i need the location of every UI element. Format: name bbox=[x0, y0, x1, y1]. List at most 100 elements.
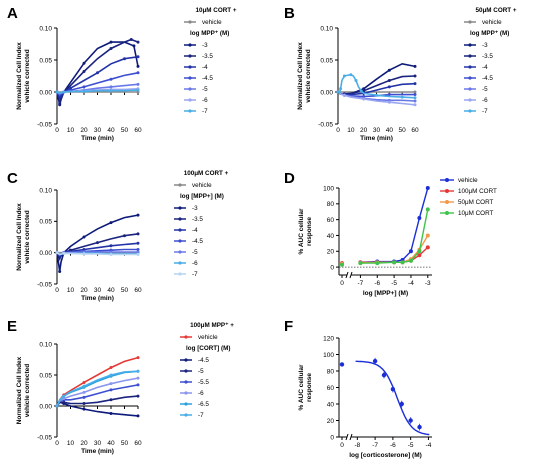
y-tick-label-c: 0.00 bbox=[39, 250, 52, 257]
y-tick-label-f: 60 bbox=[327, 385, 335, 392]
data-point-c-2 bbox=[123, 234, 126, 238]
x-tick-label-control-f: 0 bbox=[340, 442, 344, 449]
data-point-c-3 bbox=[136, 241, 140, 245]
legend-label-e: -5 bbox=[198, 368, 204, 375]
x-tick-label-e: 40 bbox=[107, 440, 115, 447]
data-point-a-1 bbox=[132, 44, 136, 48]
y-tick-label-f: 100 bbox=[323, 352, 334, 359]
y-tick-label-f: 120 bbox=[323, 335, 334, 342]
series-line-e-1 bbox=[56, 401, 139, 417]
x-tick-label-a: 40 bbox=[107, 127, 115, 134]
x-tick-label-e: 20 bbox=[80, 440, 88, 447]
data-point-a-4 bbox=[109, 77, 113, 81]
fit-curve-f bbox=[355, 360, 430, 436]
panel-label-b: B bbox=[284, 5, 295, 22]
data-point-d-3 bbox=[400, 260, 405, 265]
legend-marker-d bbox=[445, 211, 449, 215]
x-axis-title-f: log [corticosterone] (M) bbox=[349, 452, 422, 459]
data-point-b-3 bbox=[387, 85, 391, 89]
legend-marker-d bbox=[445, 200, 449, 204]
data-point-e-1 bbox=[136, 414, 140, 418]
legend-label-a: -7 bbox=[202, 108, 208, 115]
control-point-d-3 bbox=[340, 262, 344, 267]
legend-label-b: vehicle bbox=[482, 19, 502, 26]
y-axis-title-line2-b: vehicle corrected bbox=[305, 49, 312, 103]
legend-marker-d bbox=[445, 189, 449, 193]
data-point-c-4 bbox=[136, 248, 140, 252]
data-point-d-3 bbox=[392, 260, 397, 265]
data-point-e-2 bbox=[136, 394, 140, 398]
data-point-b-7 bbox=[342, 74, 346, 78]
legend-marker-a bbox=[188, 54, 192, 58]
legend-label-e: -4.5 bbox=[198, 357, 209, 364]
data-point-b-6 bbox=[342, 93, 346, 97]
legend-label-a: -4 bbox=[202, 64, 208, 71]
data-point-b-7 bbox=[400, 95, 404, 99]
data-point-b-7 bbox=[354, 78, 358, 82]
data-point-d-0 bbox=[425, 186, 430, 190]
data-point-e-3 bbox=[136, 383, 140, 387]
legend-marker-c bbox=[178, 183, 182, 187]
data-point-e-6 bbox=[62, 394, 66, 398]
legend-marker-b bbox=[468, 65, 472, 69]
x-axis-title-e: Time (min) bbox=[81, 448, 114, 455]
x-axis-title-c: Time (min) bbox=[81, 295, 114, 302]
y-tick-label-f: 20 bbox=[327, 418, 335, 425]
data-point-b-4 bbox=[387, 93, 391, 97]
legend-marker-a bbox=[188, 65, 192, 69]
data-point-a-1 bbox=[136, 64, 140, 68]
data-point-c-2 bbox=[136, 232, 140, 236]
data-point-c-7 bbox=[55, 251, 59, 255]
legend-marker-c bbox=[178, 250, 182, 254]
data-point-b-5 bbox=[413, 99, 417, 103]
y-tick-label-d: 20 bbox=[327, 249, 335, 256]
legend-marker-a bbox=[188, 109, 192, 113]
x-tick-label-b: 50 bbox=[399, 127, 407, 134]
legend-title-c: 100μM CORT + bbox=[184, 170, 229, 177]
data-point-b-7 bbox=[349, 73, 353, 77]
legend-marker-a bbox=[188, 43, 192, 47]
legend-label-b: -5 bbox=[482, 86, 488, 93]
data-point-e-0 bbox=[82, 380, 86, 384]
legend-label-b: -3 bbox=[482, 42, 488, 49]
x-tick-label-b: 20 bbox=[360, 127, 368, 134]
data-point-a-7 bbox=[62, 90, 66, 94]
data-point-a-3 bbox=[96, 71, 99, 75]
legend-subtitle-c: log [MPP+] (M) bbox=[180, 193, 224, 200]
legend-marker-c bbox=[178, 228, 182, 232]
legend-marker-b bbox=[468, 76, 472, 80]
y-axis-title-b: Normalized Cell Index bbox=[297, 42, 304, 110]
y-tick-label-d: 0 bbox=[330, 264, 334, 271]
data-point-a-3 bbox=[136, 55, 140, 59]
data-point-a-7 bbox=[55, 90, 59, 94]
legend-label-d: 50μM CORT bbox=[458, 199, 494, 206]
x-tick-label-f: -7 bbox=[372, 442, 378, 449]
x-tick-label-b: 30 bbox=[373, 127, 381, 134]
x-tick-label-c: 60 bbox=[134, 287, 142, 294]
x-axis-title-b: Time (min) bbox=[360, 135, 393, 142]
data-point-d-1 bbox=[425, 245, 430, 250]
axis-break-mark-d bbox=[349, 271, 353, 279]
y-tick-label-b: 0.00 bbox=[320, 89, 333, 96]
legend-label-c: -4.5 bbox=[192, 238, 203, 245]
legend-marker-d bbox=[445, 178, 449, 182]
x-tick-label-b: 40 bbox=[386, 127, 394, 134]
x-tick-label-e: 0 bbox=[55, 440, 59, 447]
data-point-a-2 bbox=[129, 38, 133, 42]
legend-label-d: vehicle bbox=[458, 177, 478, 184]
legend-label-a: -6 bbox=[202, 97, 208, 104]
data-point-e-6 bbox=[82, 384, 86, 388]
legend-marker-e bbox=[184, 391, 188, 395]
data-point-e-1 bbox=[82, 407, 86, 411]
data-point-e-2 bbox=[109, 398, 113, 402]
data-point-d-3 bbox=[375, 261, 380, 266]
legend-marker-b bbox=[468, 98, 472, 102]
data-point-e-2 bbox=[82, 402, 86, 406]
legend-label-c: vehicle bbox=[192, 182, 212, 189]
legend-marker-e bbox=[184, 402, 188, 406]
legend-label-e: -6 bbox=[198, 390, 204, 397]
data-point-b-4 bbox=[413, 93, 417, 97]
data-point-a-7 bbox=[82, 89, 86, 93]
x-tick-label-d: -5 bbox=[391, 280, 397, 287]
data-point-a-5 bbox=[109, 85, 113, 89]
